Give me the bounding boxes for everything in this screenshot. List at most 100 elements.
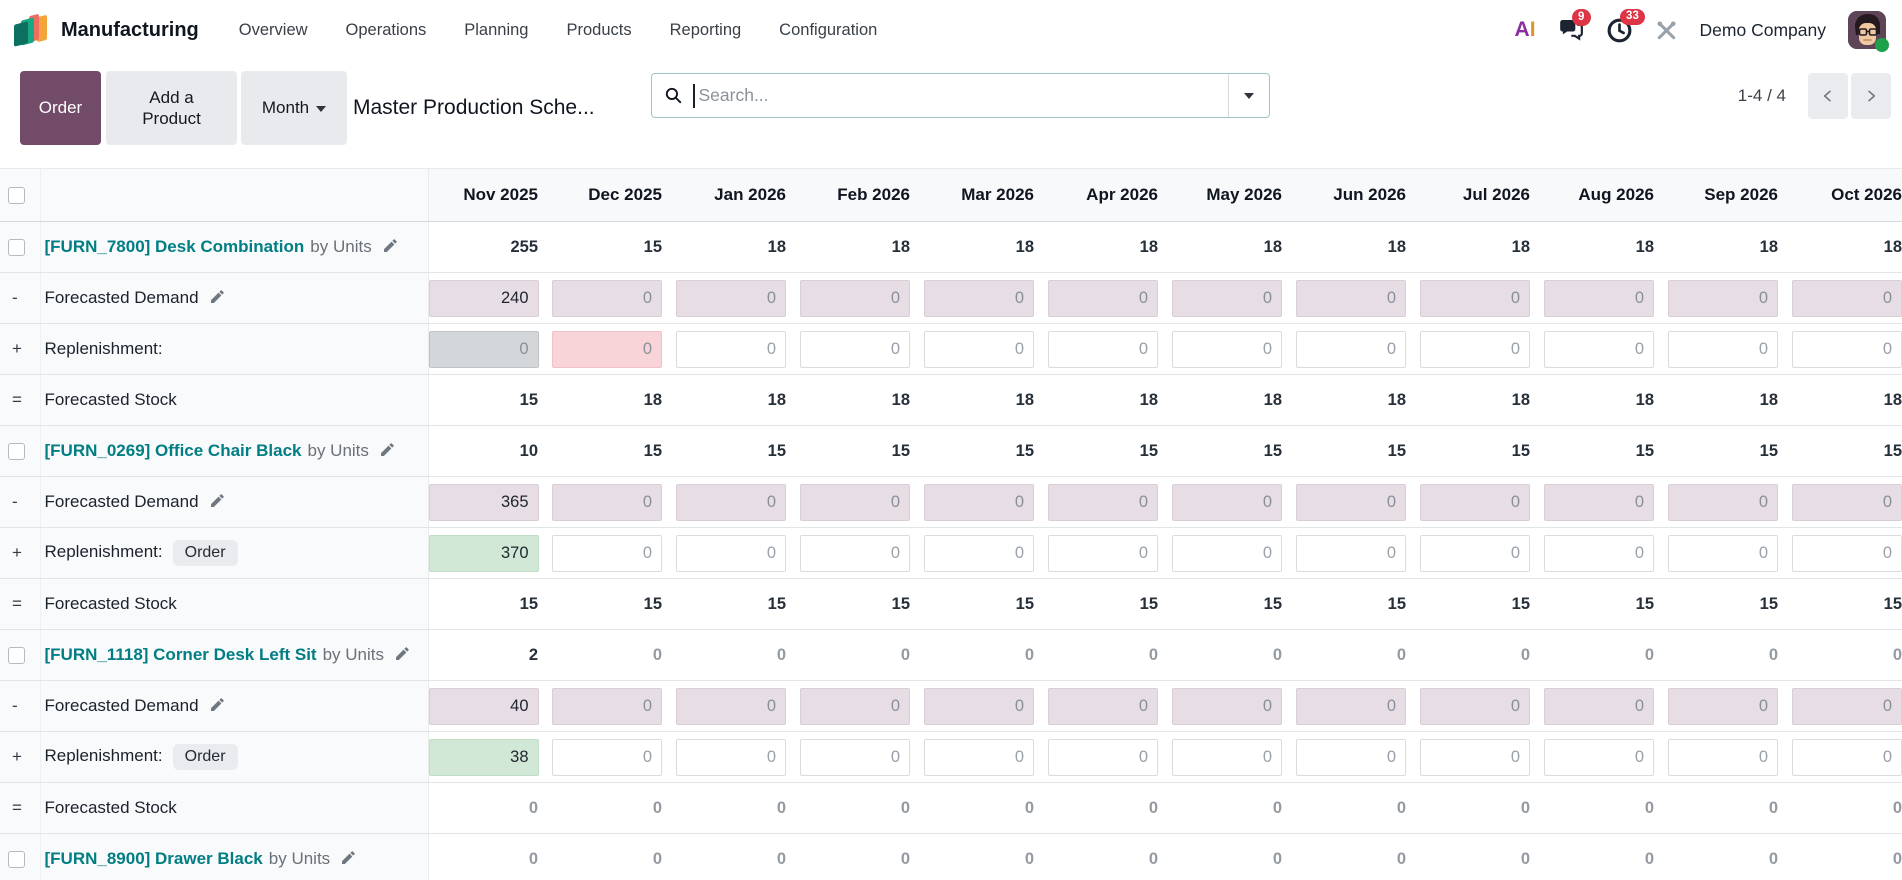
demand-input[interactable]: 0 bbox=[552, 279, 662, 317]
replenishment-input[interactable]: 0 bbox=[924, 330, 1034, 368]
demand-input[interactable]: 0 bbox=[1420, 687, 1530, 725]
row-checkbox[interactable] bbox=[8, 850, 25, 868]
demand-input[interactable]: 0 bbox=[800, 687, 910, 725]
replenishment-input[interactable]: 0 bbox=[1420, 738, 1530, 776]
demand-input[interactable]: 0 bbox=[1544, 483, 1654, 521]
ai-assistant-icon[interactable]: AI bbox=[1514, 18, 1536, 41]
demand-input[interactable]: 40 bbox=[428, 687, 539, 725]
demand-input[interactable]: 0 bbox=[1172, 483, 1282, 521]
demand-input[interactable]: 0 bbox=[1048, 279, 1158, 317]
replenishment-input[interactable]: 0 bbox=[1792, 330, 1902, 368]
add-product-button[interactable]: Add a Product bbox=[106, 71, 237, 145]
demand-input[interactable]: 0 bbox=[676, 483, 786, 521]
app-switcher[interactable]: Manufacturing bbox=[12, 12, 199, 48]
row-checkbox[interactable] bbox=[8, 646, 25, 664]
replenishment-input[interactable]: 0 bbox=[1172, 330, 1282, 368]
replenishment-input[interactable]: 0 bbox=[800, 534, 910, 572]
demand-input[interactable]: 0 bbox=[800, 483, 910, 521]
replenishment-input[interactable]: 0 bbox=[676, 738, 786, 776]
replenishment-input[interactable]: 0 bbox=[552, 534, 662, 572]
replenishment-input[interactable]: 0 bbox=[676, 330, 786, 368]
demand-input[interactable]: 0 bbox=[1544, 279, 1654, 317]
pager-previous-button[interactable] bbox=[1808, 73, 1848, 119]
demand-input[interactable]: 0 bbox=[924, 687, 1034, 725]
replenishment-input[interactable]: 0 bbox=[800, 738, 910, 776]
user-avatar[interactable] bbox=[1848, 11, 1889, 52]
menu-reporting[interactable]: Reporting bbox=[669, 20, 742, 39]
demand-input[interactable]: 0 bbox=[1048, 483, 1158, 521]
edit-pencil-icon[interactable] bbox=[208, 492, 226, 510]
demand-input[interactable]: 0 bbox=[1296, 483, 1406, 521]
product-link[interactable]: [FURN_7800] Desk Combination bbox=[44, 237, 305, 256]
edit-pencil-icon[interactable] bbox=[393, 645, 411, 663]
granularity-dropdown[interactable]: Month bbox=[241, 71, 347, 145]
replenishment-input[interactable]: 0 bbox=[1172, 534, 1282, 572]
demand-input[interactable]: 0 bbox=[1420, 483, 1530, 521]
edit-pencil-icon[interactable] bbox=[208, 696, 226, 714]
demand-input[interactable]: 0 bbox=[1172, 279, 1282, 317]
demand-input[interactable]: 0 bbox=[676, 279, 786, 317]
replenishment-input[interactable]: 0 bbox=[1544, 534, 1654, 572]
menu-configuration[interactable]: Configuration bbox=[779, 20, 878, 39]
demand-input[interactable]: 0 bbox=[800, 279, 910, 317]
order-badge[interactable]: Order bbox=[172, 540, 238, 566]
demand-input[interactable]: 0 bbox=[1544, 687, 1654, 725]
demand-input[interactable]: 0 bbox=[1420, 279, 1530, 317]
demand-input[interactable]: 0 bbox=[1792, 687, 1902, 725]
replenishment-input[interactable]: 0 bbox=[924, 738, 1034, 776]
replenishment-input[interactable]: 0 bbox=[1296, 738, 1406, 776]
replenishment-input[interactable]: 0 bbox=[676, 534, 786, 572]
replenishment-input[interactable]: 0 bbox=[1420, 330, 1530, 368]
replenishment-input[interactable]: 370 bbox=[428, 534, 539, 572]
search-input[interactable]: Search... bbox=[652, 74, 1228, 117]
replenishment-input[interactable]: 38 bbox=[428, 738, 539, 776]
pager-next-button[interactable] bbox=[1851, 73, 1891, 119]
order-button[interactable]: Order bbox=[20, 71, 101, 145]
messages-icon[interactable]: 9 bbox=[1558, 9, 1591, 43]
order-badge[interactable]: Order bbox=[172, 744, 238, 770]
replenishment-input[interactable]: 0 bbox=[924, 534, 1034, 572]
search-options-toggle[interactable] bbox=[1228, 74, 1269, 117]
demand-input[interactable]: 0 bbox=[924, 279, 1034, 317]
demand-input[interactable]: 0 bbox=[1296, 687, 1406, 725]
product-link[interactable]: [FURN_1118] Corner Desk Left Sit bbox=[44, 645, 317, 664]
demand-input[interactable]: 0 bbox=[552, 687, 662, 725]
replenishment-input[interactable]: 0 bbox=[1544, 330, 1654, 368]
replenishment-input[interactable]: 0 bbox=[1048, 330, 1158, 368]
replenishment-input[interactable]: 0 bbox=[1048, 738, 1158, 776]
company-selector[interactable]: Demo Company bbox=[1699, 19, 1826, 40]
demand-input[interactable]: 0 bbox=[552, 483, 662, 521]
demand-input[interactable]: 0 bbox=[1048, 687, 1158, 725]
replenishment-input[interactable]: 0 bbox=[1048, 534, 1158, 572]
replenishment-input[interactable]: 0 bbox=[1544, 738, 1654, 776]
replenishment-input[interactable]: 0 bbox=[1792, 534, 1902, 572]
demand-input[interactable]: 0 bbox=[1792, 483, 1902, 521]
demand-input[interactable]: 0 bbox=[1296, 279, 1406, 317]
select-all-checkbox[interactable] bbox=[8, 186, 25, 204]
edit-pencil-icon[interactable] bbox=[381, 237, 399, 255]
replenishment-input[interactable]: 0 bbox=[1172, 738, 1282, 776]
replenishment-input[interactable]: 0 bbox=[552, 330, 662, 368]
product-link[interactable]: [FURN_0269] Office Chair Black bbox=[44, 441, 302, 460]
edit-pencil-icon[interactable] bbox=[339, 849, 357, 867]
row-checkbox[interactable] bbox=[8, 442, 25, 460]
replenishment-input[interactable]: 0 bbox=[1668, 738, 1778, 776]
tools-menu[interactable] bbox=[1655, 19, 1678, 42]
demand-input[interactable]: 240 bbox=[428, 279, 539, 317]
edit-pencil-icon[interactable] bbox=[208, 288, 226, 306]
replenishment-input[interactable]: 0 bbox=[552, 738, 662, 776]
demand-input[interactable]: 0 bbox=[676, 687, 786, 725]
activities-icon[interactable]: 33 bbox=[1606, 8, 1646, 44]
demand-input[interactable]: 0 bbox=[924, 483, 1034, 521]
replenishment-input[interactable]: 0 bbox=[1296, 330, 1406, 368]
replenishment-input[interactable]: 0 bbox=[1420, 534, 1530, 572]
replenishment-input[interactable]: 0 bbox=[1668, 534, 1778, 572]
demand-input[interactable]: 0 bbox=[1668, 483, 1778, 521]
replenishment-input[interactable]: 0 bbox=[1792, 738, 1902, 776]
replenishment-input[interactable]: 0 bbox=[1296, 534, 1406, 572]
demand-input[interactable]: 365 bbox=[428, 483, 539, 521]
demand-input[interactable]: 0 bbox=[1172, 687, 1282, 725]
demand-input[interactable]: 0 bbox=[1668, 279, 1778, 317]
replenishment-input[interactable]: 0 bbox=[1668, 330, 1778, 368]
edit-pencil-icon[interactable] bbox=[378, 441, 396, 459]
